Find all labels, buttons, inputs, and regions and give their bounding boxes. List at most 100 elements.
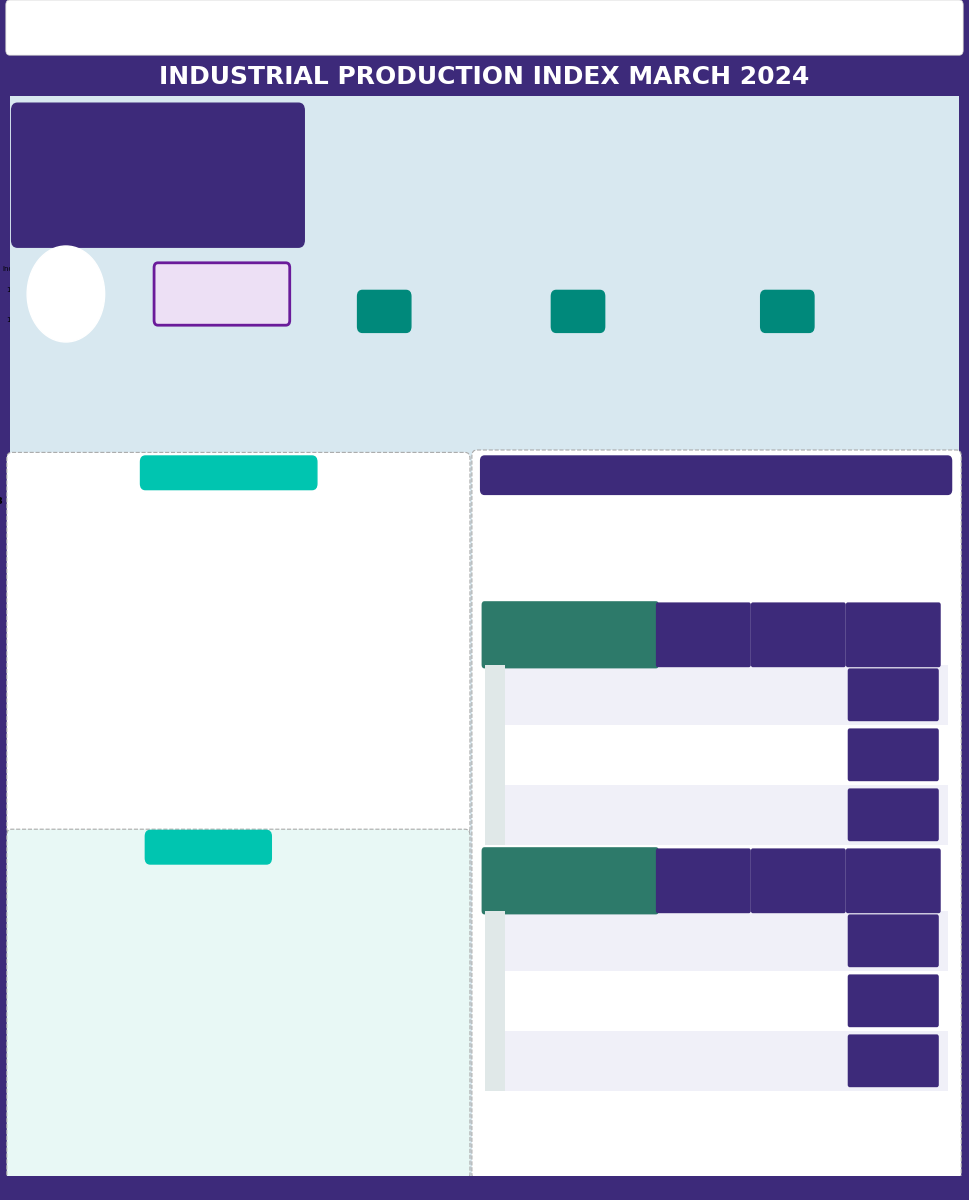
Bar [78,689,93,709]
Text: The acceleration of 1.3 per cent in the Manufacturing sector in March 2024 was s: The acceleration of 1.3 per cent in the … [0,497,597,518]
Bar [368,214,403,666]
Text: 7.8: 7.8 [908,371,924,380]
Text: 134.1: 134.1 [589,360,617,370]
Bar [250,689,265,709]
Text: 🏭: 🏭 [575,305,582,319]
Circle shape [726,421,775,425]
%YoY Domestic-Oriented Industries [816,552,828,566]
Bar [468,937,504,1104]
Bar [418,205,453,666]
Text: 1.3: 1.3 [659,413,675,421]
Text: -1.3: -1.3 [540,1126,560,1135]
Bar [713,200,747,666]
Text: 1.9%: 1.9% [879,810,908,820]
Text: 144.6: 144.6 [653,344,681,353]
Text: Source: Index of Industrial Production Malaysia, March 2024, Department of Stati: Source: Index of Industrial Production M… [563,1183,959,1193]
Text: % YoY: Percentage change year-on-year
% MoM: Percentage change month-on-month: % YoY: Percentage change year-on-year % … [10,1177,183,1199]
%YoY Domestic-Oriented Industries [611,550,623,564]
Circle shape [326,418,362,422]
Text: IPI: IPI [60,310,72,319]
Bar [364,602,379,689]
Bar [910,163,944,666]
Text: %YoY
Mar. 2024: %YoY Mar. 2024 [872,625,915,644]
Bar [220,649,234,689]
Text: 0.5: 0.5 [917,550,932,559]
%YoY Export-Oriented Industries [919,529,930,544]
%YoY Export-Oriented Industries [782,547,794,562]
Text: Manufacture of furniture: Manufacture of furniture [509,690,611,700]
%YoY Export-Oriented Industries [509,511,520,526]
Text: 5.0: 5.0 [278,599,291,608]
Text: 98.6: 98.6 [333,413,356,422]
Text: The main industries that supported
the increase of domestic-oriented
industries,: The main industries that supported the i… [485,865,655,896]
Bar [182,331,202,410]
Text: 2.1%: 2.1% [784,1056,813,1066]
Legend: Index, %YoY: Index, %YoY [550,473,656,488]
Bar [397,1069,433,1104]
%YoY Domestic-Oriented Industries [885,562,896,576]
%YoY Domestic-Oriented Industries [850,554,861,569]
Text: Export and Domestic-Oriented Industries: Export and Domestic-Oriented Industries [547,468,887,482]
Bar [910,163,944,666]
Bar [234,668,250,689]
Legend: %YoY Export-Oriented Industries, %YoY Domestic-Oriented Industries: %YoY Export-Oriented Industries, %YoY Do… [542,624,897,640]
Text: 8.3: 8.3 [329,137,344,146]
Text: ⛏: ⛏ [381,305,389,319]
Bar [649,355,685,571]
Text: 4.7: 4.7 [136,604,149,613]
Bar [532,1104,568,1122]
Text: 2.0%: 2.0% [879,750,908,760]
Text: 3.8: 3.8 [279,1037,297,1048]
Text: -2.1: -2.1 [63,724,78,732]
Bar [596,979,632,1104]
Text: -0.2: -0.2 [881,571,899,580]
Bar [391,588,406,689]
Text: 137.0: 137.0 [902,355,930,365]
Text: %YoY
Mar. 2023: %YoY Mar. 2023 [682,871,725,890]
Text: ⚡: ⚡ [783,305,793,319]
Bar [269,1051,305,1104]
%YoY Export-Oriented Industries [611,542,623,557]
Bar [467,200,501,666]
Legend: Index, %YoY: Index, %YoY [114,445,210,457]
Circle shape [891,374,941,378]
Bar [406,684,422,689]
Circle shape [447,392,484,396]
Bar [212,328,232,410]
Bar [307,571,322,689]
%YoY Domestic-Oriented Industries [645,547,657,562]
Bar [893,366,939,571]
Bar [664,198,699,666]
Bar [328,424,360,571]
Circle shape [520,397,558,401]
Bar [320,175,354,666]
Bar [811,199,846,666]
Text: 131.7: 131.7 [240,304,262,310]
Bar [241,311,261,410]
Bar [93,326,112,410]
Bar [153,335,172,410]
Text: Index: Index [2,265,21,271]
Text: 4.1: 4.1 [849,516,863,524]
Text: 11.9: 11.9 [474,924,498,934]
Text: 12.6%: 12.6% [875,690,912,700]
%YoY Domestic-Oriented Industries [679,547,691,562]
Bar [585,371,621,571]
Text: 4.1: 4.1 [531,395,547,403]
Text: 0.5: 0.5 [849,550,863,559]
Text: 6.6%: 6.6% [784,690,813,700]
Text: -0.7: -0.7 [341,1117,361,1127]
Bar [34,318,53,410]
Text: Manufacturing: Manufacturing [551,306,660,318]
Bar [48,569,63,689]
Line: %YoY Domestic-Oriented Industries: %YoY Domestic-Oriented Industries [512,529,927,594]
Text: 0.8: 0.8 [276,361,286,366]
Text: 130.3: 130.3 [270,305,292,311]
Text: Manufacture of other
non-metallic mineral products: Manufacture of other non-metallic minera… [509,991,635,1010]
%YoY Domestic-Oriented Industries [543,583,554,598]
Bar [63,689,78,721]
Bar [193,682,207,689]
Text: 1.9: 1.9 [107,648,119,656]
Text: 0.8: 0.8 [336,415,352,425]
Legend: Index, %YoY: Index, %YoY [781,473,886,488]
